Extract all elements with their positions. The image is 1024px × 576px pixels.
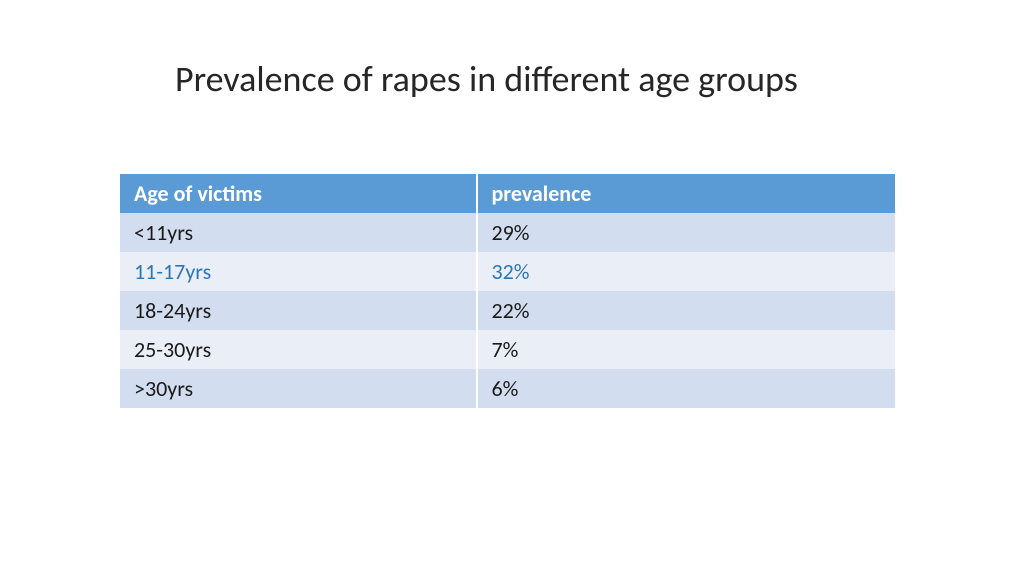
cell-age: 25-30yrs <box>120 330 477 369</box>
cell-age: 11-17yrs <box>120 252 477 291</box>
cell-age: >30yrs <box>120 369 477 408</box>
cell-prevalence: 6% <box>477 369 896 408</box>
col-header-prevalence: prevalence <box>477 174 896 213</box>
table-body: <11yrs29%11-17yrs32%18-24yrs22%25-30yrs7… <box>120 213 895 408</box>
cell-prevalence: 22% <box>477 291 896 330</box>
cell-prevalence: 29% <box>477 213 896 252</box>
table-row: 18-24yrs22% <box>120 291 895 330</box>
cell-age: 18-24yrs <box>120 291 477 330</box>
slide: Prevalence of rapes in different age gro… <box>0 0 1024 576</box>
table-row: 25-30yrs7% <box>120 330 895 369</box>
table-header-row: Age of victims prevalence <box>120 174 895 213</box>
cell-prevalence: 32% <box>477 252 896 291</box>
prevalence-table: Age of victims prevalence <11yrs29%11-17… <box>120 174 895 408</box>
table-row: 11-17yrs32% <box>120 252 895 291</box>
table-row: <11yrs29% <box>120 213 895 252</box>
cell-age: <11yrs <box>120 213 477 252</box>
table-row: >30yrs6% <box>120 369 895 408</box>
cell-prevalence: 7% <box>477 330 896 369</box>
col-header-age: Age of victims <box>120 174 477 213</box>
slide-title: Prevalence of rapes in different age gro… <box>175 58 815 100</box>
